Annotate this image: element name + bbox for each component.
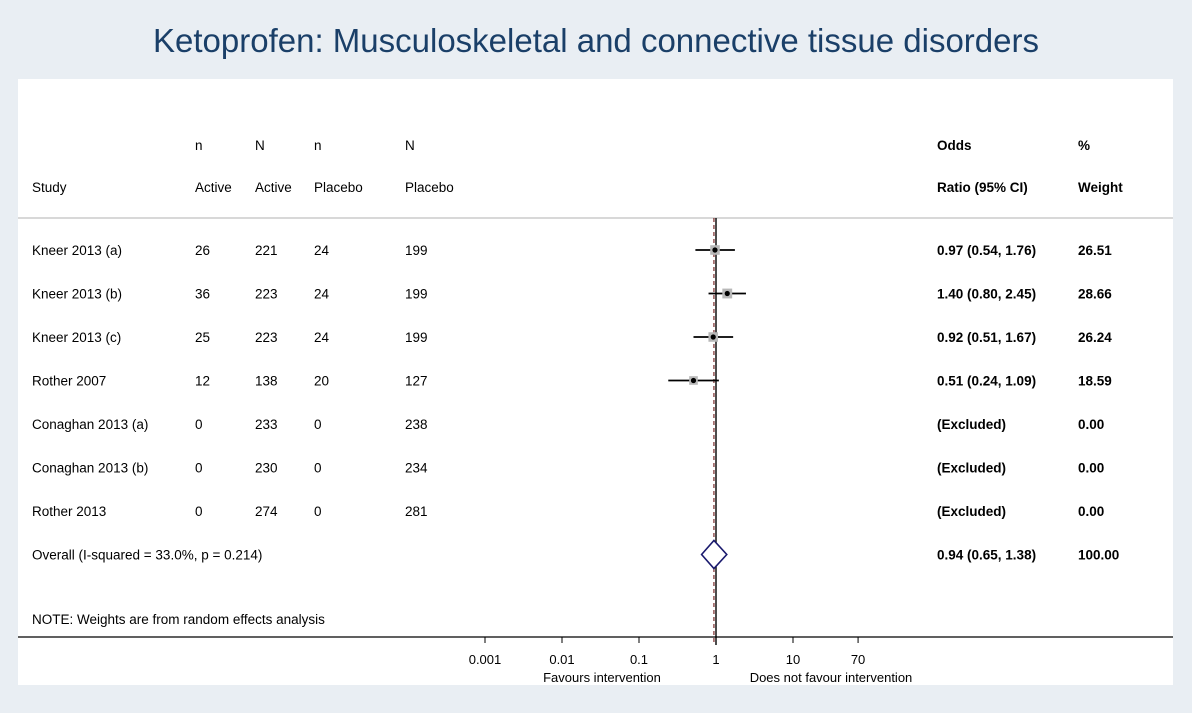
weight-value: 0.00 bbox=[1078, 461, 1104, 476]
x-axis-tick-label: 0.1 bbox=[630, 652, 648, 667]
header-study-line2: Study bbox=[32, 180, 67, 195]
overall-diamond bbox=[700, 539, 728, 570]
point-estimate bbox=[710, 334, 716, 340]
N-placebo-value: 199 bbox=[405, 243, 428, 258]
weight-value: 26.24 bbox=[1078, 330, 1112, 345]
n-active-value: 36 bbox=[195, 287, 210, 302]
odds-ratio-ci: 0.51 (0.24, 1.09) bbox=[937, 374, 1036, 389]
header-N_placebo-line1: N bbox=[405, 138, 415, 153]
study-name: Kneer 2013 (c) bbox=[32, 330, 121, 345]
study-name: Kneer 2013 (a) bbox=[32, 243, 122, 258]
favours-intervention-label: Favours intervention bbox=[543, 670, 661, 685]
forest-plot-panel: Study n Active N Active n Placebo N Placebo Odds R… bbox=[18, 79, 1173, 685]
weight-value: 26.51 bbox=[1078, 243, 1112, 258]
odds-ratio-ci: (Excluded) bbox=[937, 461, 1006, 476]
n-placebo-value: 0 bbox=[314, 417, 322, 432]
study-name: Kneer 2013 (b) bbox=[32, 287, 122, 302]
N-active-value: 230 bbox=[255, 461, 278, 476]
N-active-value: 221 bbox=[255, 243, 278, 258]
N-placebo-value: 199 bbox=[405, 330, 428, 345]
chart-title: Ketoprofen: Musculoskeletal and connecti… bbox=[153, 22, 1039, 59]
n-placebo-value: 0 bbox=[314, 504, 322, 519]
n-placebo-value: 0 bbox=[314, 461, 322, 476]
N-placebo-value: 234 bbox=[405, 461, 428, 476]
odds-ratio-ci: (Excluded) bbox=[937, 504, 1006, 519]
point-estimate bbox=[724, 290, 730, 297]
n-active-value: 25 bbox=[195, 330, 210, 345]
weight-value: 18.59 bbox=[1078, 374, 1112, 389]
weight-value: 0.00 bbox=[1078, 417, 1104, 432]
x-axis-tick-label: 10 bbox=[786, 652, 800, 667]
point-estimate bbox=[712, 247, 718, 253]
N-placebo-value: 238 bbox=[405, 417, 428, 432]
header-N_placebo-line2: Placebo bbox=[405, 180, 454, 195]
n-active-value: 0 bbox=[195, 504, 203, 519]
overall-label: Overall (I-squared = 33.0%, p = 0.214) bbox=[32, 548, 262, 563]
header-n_active-line2: Active bbox=[195, 180, 232, 195]
odds-ratio-ci: 0.97 (0.54, 1.76) bbox=[937, 243, 1036, 258]
study-name: Conaghan 2013 (b) bbox=[32, 461, 148, 476]
header-n_placebo-line1: n bbox=[314, 138, 322, 153]
n-active-value: 12 bbox=[195, 374, 210, 389]
N-placebo-value: 281 bbox=[405, 504, 428, 519]
point-estimate bbox=[690, 377, 697, 384]
N-active-value: 274 bbox=[255, 504, 278, 519]
header-or-line2: Ratio (95% CI) bbox=[937, 180, 1028, 195]
header-n_active-line1: n bbox=[195, 138, 203, 153]
weight-value: 0.00 bbox=[1078, 504, 1104, 519]
n-active-value: 26 bbox=[195, 243, 210, 258]
header-N_active-line2: Active bbox=[255, 180, 292, 195]
study-name: Conaghan 2013 (a) bbox=[32, 417, 148, 432]
odds-ratio-ci: 1.40 (0.80, 2.45) bbox=[937, 287, 1036, 302]
n-placebo-value: 20 bbox=[314, 374, 329, 389]
n-placebo-value: 24 bbox=[314, 287, 330, 302]
weights-note: NOTE: Weights are from random effects an… bbox=[32, 612, 325, 627]
n-placebo-value: 24 bbox=[314, 330, 330, 345]
x-axis-tick-label: 70 bbox=[851, 652, 865, 667]
N-active-value: 223 bbox=[255, 287, 278, 302]
study-name: Rother 2013 bbox=[32, 504, 106, 519]
N-placebo-value: 127 bbox=[405, 374, 428, 389]
n-active-value: 0 bbox=[195, 461, 203, 476]
does-not-favour-label: Does not favour intervention bbox=[750, 670, 913, 685]
N-active-value: 223 bbox=[255, 330, 278, 345]
header-weight-line1: % bbox=[1078, 138, 1090, 153]
overall-odds-ratio-ci: 0.94 (0.65, 1.38) bbox=[937, 548, 1036, 563]
x-axis-tick-label: 1 bbox=[712, 652, 719, 667]
header-weight-line2: Weight bbox=[1078, 180, 1123, 195]
header-or-line1: Odds bbox=[937, 138, 972, 153]
study-name: Rother 2007 bbox=[32, 374, 106, 389]
odds-ratio-ci: 0.92 (0.51, 1.67) bbox=[937, 330, 1036, 345]
header-N_active-line1: N bbox=[255, 138, 265, 153]
n-placebo-value: 24 bbox=[314, 243, 330, 258]
N-active-value: 233 bbox=[255, 417, 278, 432]
x-axis-tick-label: 0.01 bbox=[549, 652, 574, 667]
header-n_placebo-line2: Placebo bbox=[314, 180, 363, 195]
odds-ratio-ci: (Excluded) bbox=[937, 417, 1006, 432]
x-axis-tick-label: 0.001 bbox=[469, 652, 502, 667]
n-active-value: 0 bbox=[195, 417, 203, 432]
weight-value: 28.66 bbox=[1078, 287, 1112, 302]
N-placebo-value: 199 bbox=[405, 287, 428, 302]
N-active-value: 138 bbox=[255, 374, 278, 389]
overall-weight: 100.00 bbox=[1078, 548, 1119, 563]
forest-plot: Study n Active N Active n Placebo N Placebo Odds R… bbox=[18, 138, 1173, 685]
